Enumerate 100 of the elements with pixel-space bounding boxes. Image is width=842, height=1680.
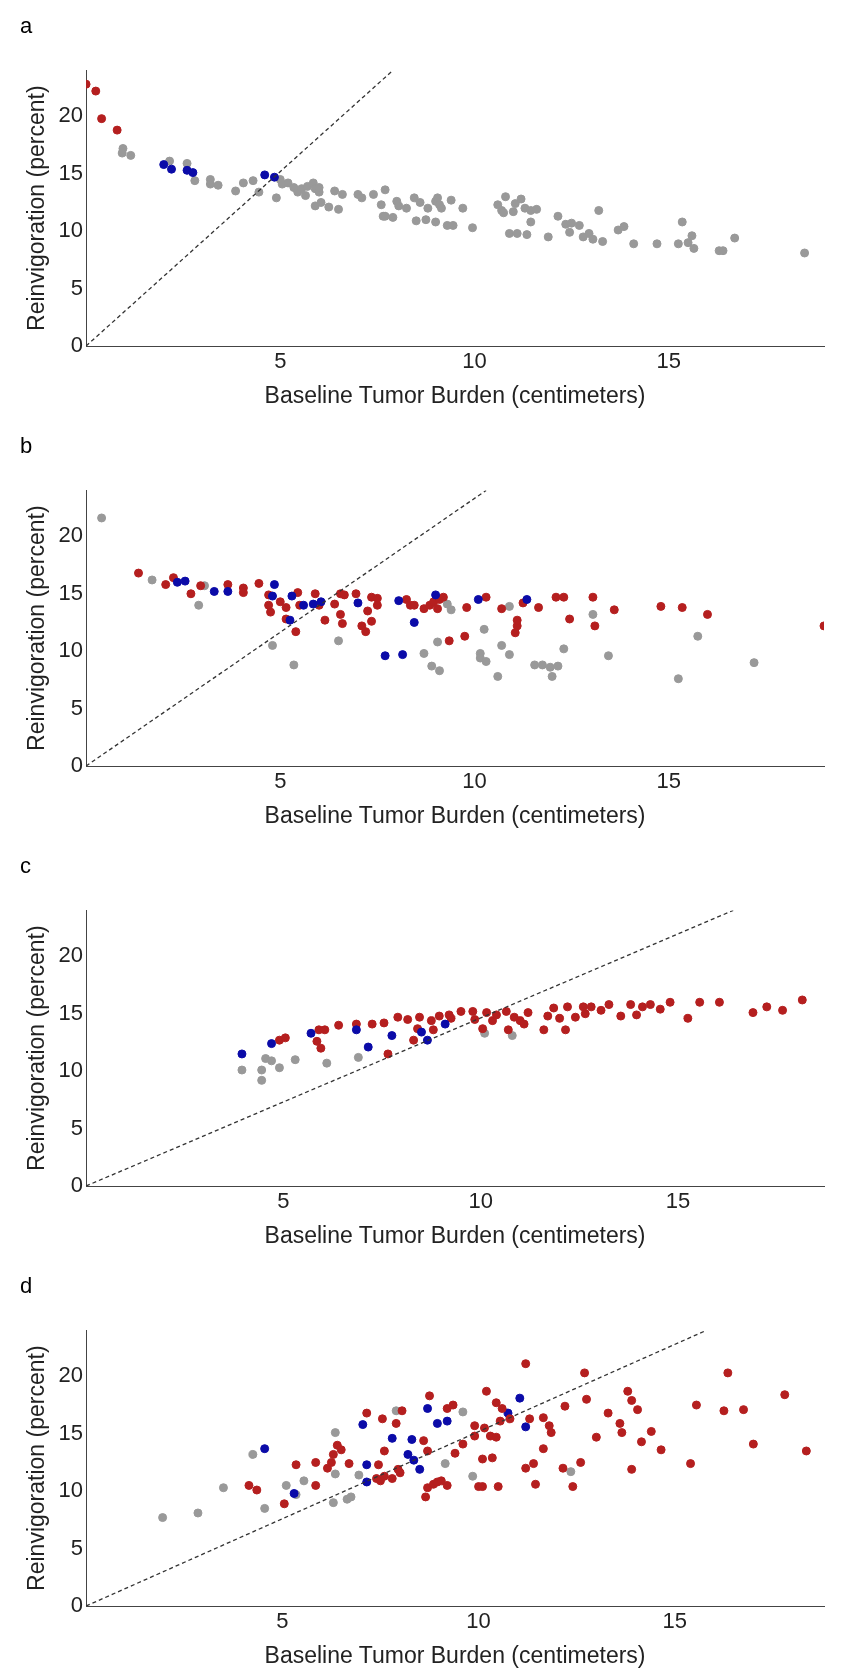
chart-title: c [20, 853, 31, 879]
point [159, 160, 169, 170]
y-axis-title: Reinvigoration (percent) [23, 85, 50, 331]
point [415, 1012, 425, 1022]
point [419, 648, 429, 658]
x-tick-label: 10 [462, 348, 487, 374]
point [497, 640, 507, 650]
point [559, 644, 569, 654]
point [351, 1025, 361, 1035]
x-axis-title: Baseline Tumor Burden (centimeters) [264, 1221, 646, 1248]
point [353, 598, 363, 608]
point [237, 1065, 247, 1075]
point [530, 660, 540, 670]
point [306, 1028, 316, 1038]
point [797, 995, 807, 1005]
point [237, 1049, 247, 1059]
point [440, 1019, 450, 1029]
point [367, 1019, 377, 1029]
point [394, 596, 404, 606]
point [248, 1449, 258, 1459]
point [545, 662, 555, 672]
point [97, 114, 107, 124]
y-tick-label: 20 [58, 522, 84, 548]
point [714, 997, 724, 1007]
point [379, 1018, 389, 1028]
point [478, 1024, 488, 1034]
point [407, 1434, 417, 1444]
point [655, 1004, 665, 1014]
point [515, 1393, 525, 1403]
point [473, 594, 483, 604]
point [172, 577, 182, 587]
point [616, 1011, 626, 1021]
y-tick-label: 10 [58, 637, 84, 663]
x-tick-label: 10 [466, 1608, 491, 1634]
point [393, 1012, 403, 1022]
point [387, 1433, 397, 1443]
point [432, 1418, 442, 1428]
point [316, 1043, 326, 1053]
y-tick-label: 15 [58, 159, 84, 185]
point [290, 1055, 300, 1065]
point [468, 1006, 478, 1016]
point [167, 164, 177, 174]
point [570, 1012, 580, 1022]
point [468, 1471, 478, 1481]
y-axis-title: Reinvigoration (percent) [23, 505, 50, 751]
point [504, 650, 514, 660]
point [481, 657, 491, 666]
point [637, 1002, 647, 1012]
point [493, 671, 503, 681]
point [223, 586, 233, 596]
point [632, 1010, 642, 1020]
point [456, 1006, 466, 1016]
point [403, 1449, 413, 1459]
point [281, 1480, 291, 1490]
point [435, 666, 444, 676]
y-axis-title: Reinvigoration (percent) [23, 1345, 50, 1591]
point [180, 576, 190, 586]
point [289, 660, 299, 670]
point [257, 1065, 267, 1075]
point [561, 1025, 571, 1035]
point [280, 1033, 290, 1043]
point [257, 1075, 267, 1085]
point [683, 1013, 693, 1023]
point [353, 1052, 363, 1062]
point [645, 1000, 655, 1010]
point [522, 594, 532, 604]
point [423, 1403, 433, 1413]
point [334, 636, 344, 646]
y-tick-label: 5 [70, 1114, 84, 1140]
point [427, 661, 437, 671]
point [553, 661, 563, 671]
point [555, 1013, 565, 1023]
y-tick-label: 0 [70, 1172, 84, 1198]
chart-title: b [20, 433, 33, 459]
point [428, 1025, 438, 1035]
x-tick-label: 5 [274, 348, 287, 374]
point [267, 1056, 277, 1066]
point [566, 1467, 576, 1477]
x-axis-title: Baseline Tumor Burden (centimeters) [264, 1641, 646, 1668]
y-axis-title: Reinvigoration (percent) [23, 925, 50, 1171]
point [312, 1036, 322, 1046]
y-tick-label: 5 [70, 274, 84, 300]
point [603, 651, 613, 661]
point [604, 1000, 614, 1010]
y-tick-label: 15 [58, 1419, 84, 1445]
point [398, 650, 408, 660]
point [580, 1009, 590, 1019]
point [586, 1002, 596, 1012]
point [354, 1470, 364, 1480]
y-tick-label: 20 [58, 942, 84, 968]
point [504, 601, 514, 611]
point [193, 1508, 203, 1518]
point [328, 1498, 338, 1508]
point [563, 1002, 572, 1012]
point [409, 1035, 419, 1045]
y-tick-label: 15 [58, 999, 84, 1025]
point [509, 1012, 519, 1022]
point [260, 1444, 270, 1454]
point [362, 1460, 372, 1470]
point [409, 617, 419, 627]
